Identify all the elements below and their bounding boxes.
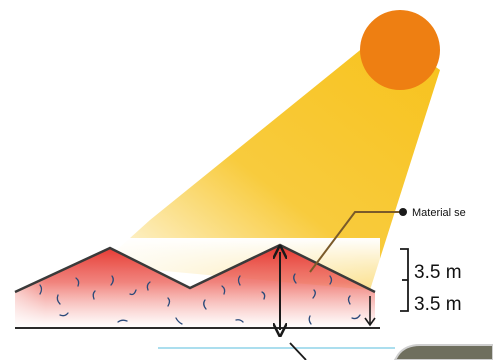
dimension-bracket (400, 248, 409, 312)
callout-leader (309, 211, 402, 273)
sun-icon (360, 10, 440, 90)
bottom-leader (289, 342, 307, 360)
photo-inset-corner (393, 344, 493, 360)
callout-label: Material se (412, 207, 466, 219)
sun-beam (100, 30, 440, 290)
inner-height-marker-head (364, 317, 376, 327)
air-currents (39, 273, 361, 325)
dot-marker-icon (399, 208, 407, 216)
dimension-upper-label: 3.5 m (414, 262, 462, 283)
greenhouse-roof (14, 243, 376, 294)
dimension-lower-label: 3.5 m (414, 294, 462, 315)
